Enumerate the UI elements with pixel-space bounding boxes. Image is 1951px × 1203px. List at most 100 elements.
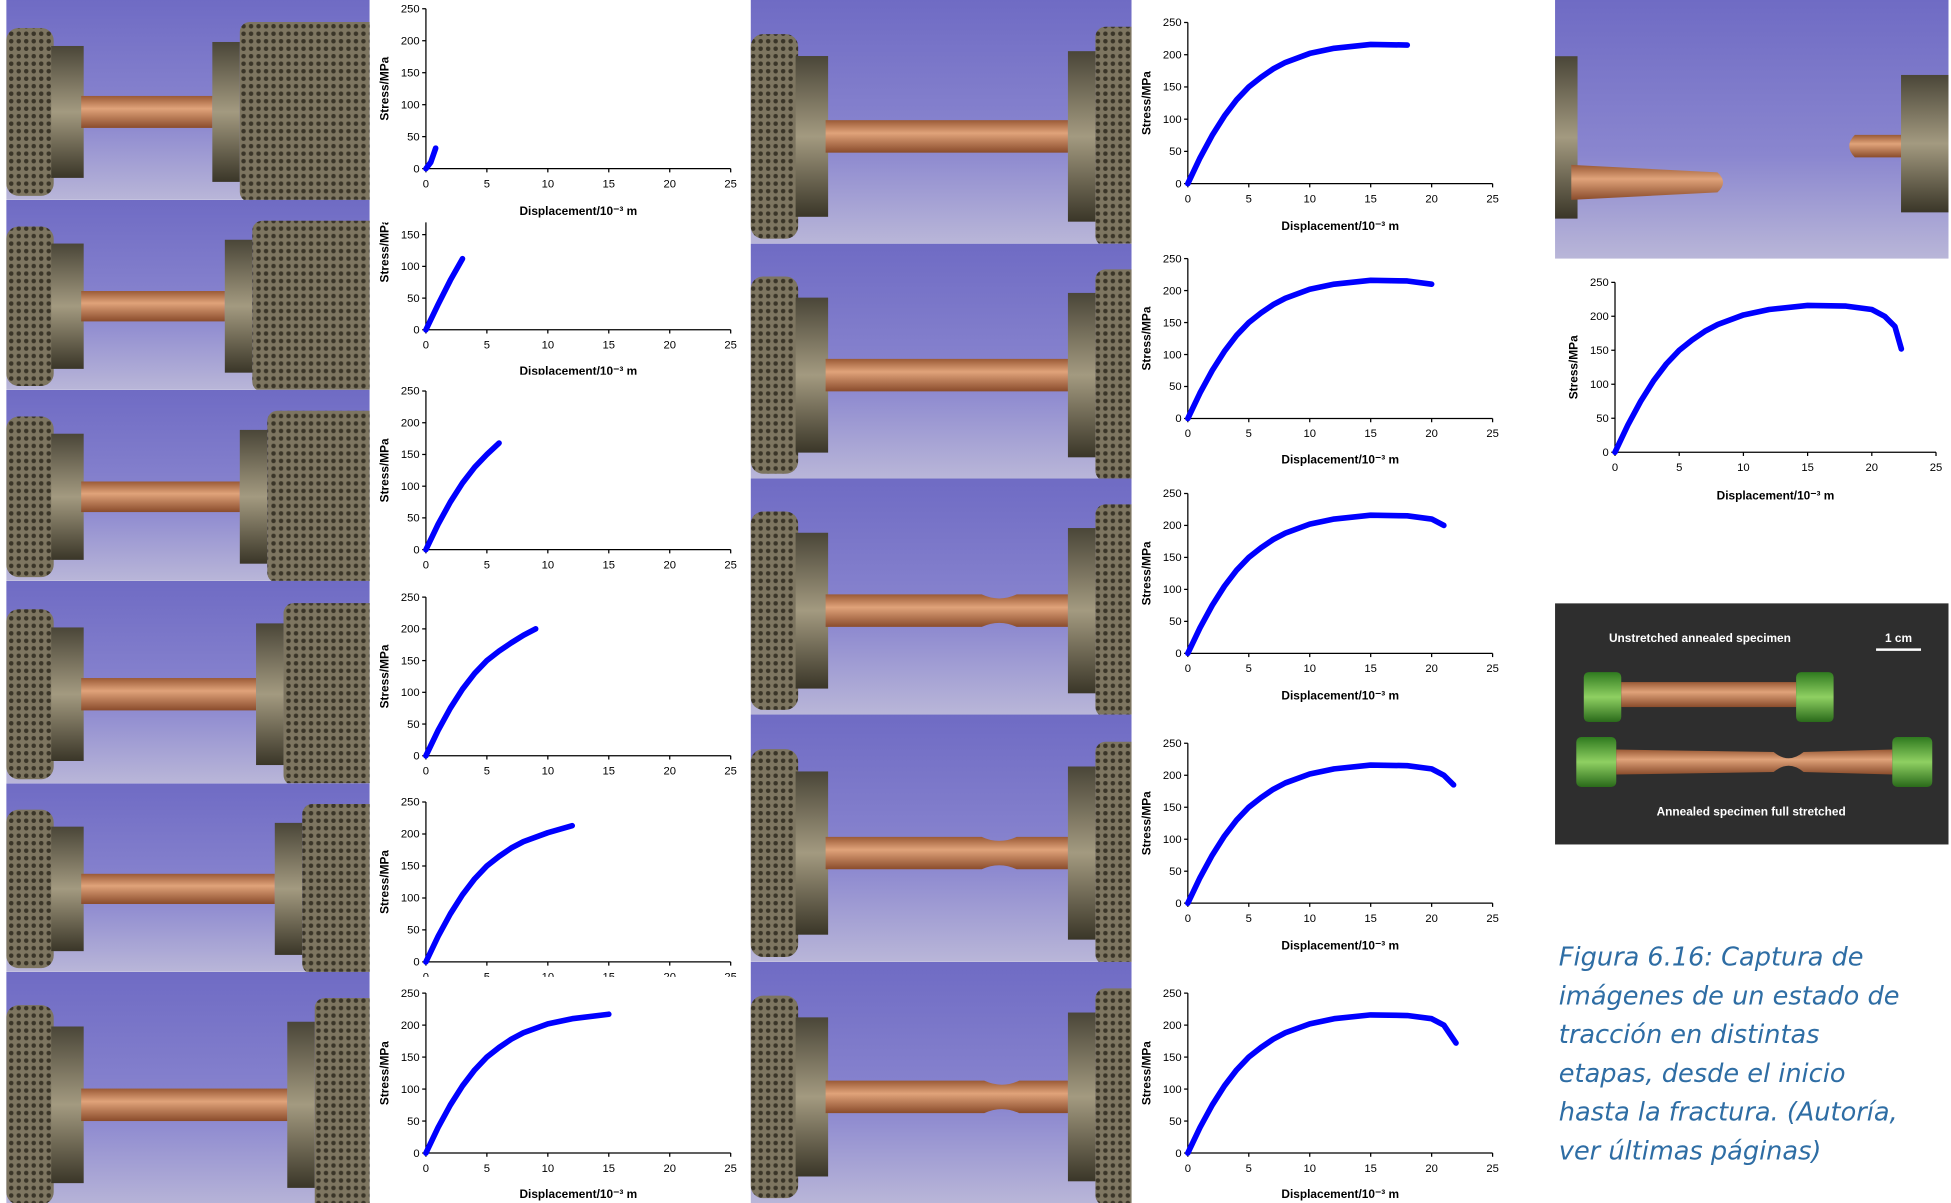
y-tick-label: 100 <box>1163 349 1182 361</box>
y-tick-label: 150 <box>401 229 420 241</box>
y-tick-label: 50 <box>407 719 419 731</box>
nut <box>1068 766 1095 939</box>
x-axis-label: Displacement/10⁻³ m <box>1281 689 1399 703</box>
photo-label: Unstretched annealed specimen <box>1609 631 1791 645</box>
grip <box>6 609 53 779</box>
x-tick-label: 10 <box>1303 913 1315 925</box>
y-tick-label: 0 <box>413 1148 419 1160</box>
x-tick-label: 15 <box>603 559 615 571</box>
chart: 0501001502002500510152025Displacement/10… <box>1132 240 1549 475</box>
x-tick-label: 20 <box>663 178 675 190</box>
nut <box>51 627 83 761</box>
y-tick-label: 100 <box>1163 584 1182 596</box>
nut <box>1068 528 1095 693</box>
y-axis-label: Stress/MPa <box>377 850 391 914</box>
grip <box>751 749 798 957</box>
y-tick-label: 0 <box>413 544 419 556</box>
x-tick-label: 0 <box>1185 1163 1191 1175</box>
y-tick-label: 0 <box>1175 648 1181 660</box>
y-axis-label: Stress/MPa <box>1139 306 1153 370</box>
x-tick-label: 10 <box>1303 428 1315 440</box>
y-tick-label: 50 <box>407 131 419 143</box>
chart: 0501001502002500510152025Displacement/10… <box>1132 962 1549 1203</box>
x-axis-label: Displacement/10⁻³ m <box>1281 1187 1399 1201</box>
grip <box>6 1005 53 1203</box>
y-tick-label: 50 <box>1169 1116 1181 1128</box>
y-tick-label: 150 <box>401 67 420 79</box>
y-tick-label: 100 <box>401 481 420 493</box>
caption-line: hasta la fractura. (Autoría, <box>1559 1098 1898 1128</box>
x-tick-label: 25 <box>724 340 736 352</box>
grip <box>6 810 53 968</box>
x-tick-label: 10 <box>1303 663 1315 675</box>
x-tick-label: 25 <box>1486 663 1498 675</box>
x-tick-label: 0 <box>423 766 429 778</box>
rod <box>826 837 1068 869</box>
x-axis-label: Displacement/10⁻³ m <box>1717 489 1835 503</box>
x-tick-label: 5 <box>1246 193 1252 205</box>
y-tick-label: 50 <box>407 513 419 525</box>
y-tick-label: 0 <box>413 163 419 175</box>
y-tick-label: 100 <box>1163 834 1182 846</box>
y-tick-label: 0 <box>1175 898 1181 910</box>
nut <box>212 42 239 182</box>
x-tick-label: 0 <box>423 1163 429 1175</box>
nut <box>287 1022 314 1188</box>
x-tick-label: 15 <box>603 340 615 352</box>
nut <box>225 240 252 373</box>
x-tick-label: 0 <box>1185 193 1191 205</box>
rod <box>826 1081 1068 1113</box>
rod <box>81 1089 287 1121</box>
x-axis-label: Displacement/10⁻³ m <box>519 1187 637 1201</box>
x-tick-label: 25 <box>724 178 736 190</box>
nut <box>51 434 83 560</box>
grip <box>751 512 798 710</box>
chart-bg <box>370 785 750 977</box>
specimen-photo: Unstretched annealed specimen 1 cm Annea… <box>1555 603 1948 844</box>
caption-line: imágenes de un estado de <box>1559 981 1900 1011</box>
y-tick-label: 0 <box>413 751 419 763</box>
y-tick-label: 150 <box>1163 552 1182 564</box>
x-tick-label: 15 <box>1364 1163 1376 1175</box>
y-tick-label: 50 <box>407 293 419 305</box>
grip <box>6 28 53 196</box>
y-tick-label: 100 <box>401 99 420 111</box>
grip <box>751 996 798 1199</box>
y-tick-label: 200 <box>401 829 420 841</box>
chart: 0501001502002500510152025Displacement/10… <box>370 581 750 805</box>
x-tick-label: 25 <box>1486 193 1498 205</box>
y-tick-label: 250 <box>401 988 420 1000</box>
nut <box>796 298 828 453</box>
y-tick-label: 0 <box>1175 1148 1181 1160</box>
x-tick-label: 0 <box>423 559 429 571</box>
x-tick-label: 5 <box>1676 462 1682 474</box>
scale-label: 1 cm <box>1885 631 1912 645</box>
chart: 0501001502002500510152025Displacement/10… <box>1132 475 1549 712</box>
y-tick-label: 250 <box>1163 488 1182 500</box>
x-tick-label: 5 <box>1246 913 1252 925</box>
chart: 0501001502002500510152025Displacement/10… <box>370 977 750 1203</box>
x-tick-label: 25 <box>1486 428 1498 440</box>
x-tick-label: 10 <box>542 178 554 190</box>
y-axis-label: Stress/MPa <box>1139 541 1153 605</box>
x-axis-label: Displacement/10⁻³ m <box>519 204 637 218</box>
chart-body: 0501001502002500510152025Displacement/10… <box>370 581 750 805</box>
y-axis-label: Stress/MPa <box>1139 1041 1153 1105</box>
nut <box>796 56 828 217</box>
x-axis-label: Displacement/10⁻³ m <box>1281 452 1399 466</box>
x-tick-label: 0 <box>1185 428 1191 440</box>
y-tick-label: 150 <box>1163 82 1182 94</box>
x-tick-label: 25 <box>724 766 736 778</box>
chart-bg <box>370 222 750 374</box>
x-tick-label: 15 <box>1364 193 1376 205</box>
caption: Figura 6.16: Captura deimágenes de un es… <box>1559 943 1900 1167</box>
y-tick-label: 150 <box>1590 345 1609 357</box>
x-tick-label: 10 <box>542 766 554 778</box>
y-tick-label: 50 <box>1596 413 1608 425</box>
x-tick-label: 5 <box>484 766 490 778</box>
x-tick-label: 10 <box>1303 1163 1315 1175</box>
